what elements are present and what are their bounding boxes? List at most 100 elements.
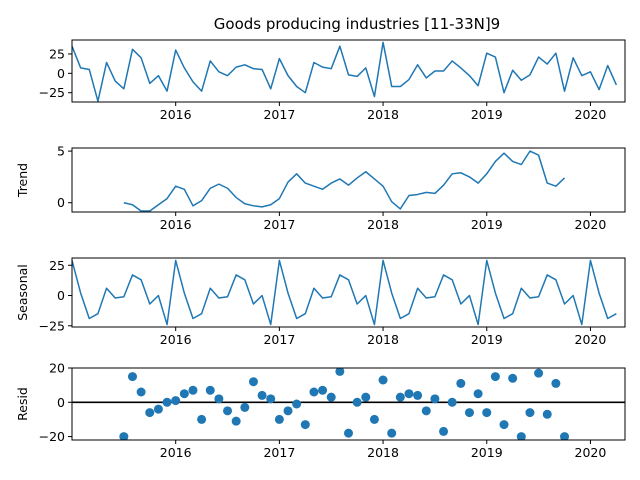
resid-point <box>352 397 362 407</box>
resid-point <box>274 414 284 424</box>
resid-point <box>266 394 276 404</box>
x-tick-label: 2019 <box>471 445 503 460</box>
resid-point <box>421 406 431 416</box>
x-tick-label: 2020 <box>575 107 607 122</box>
resid-point <box>490 372 500 382</box>
x-tick-label: 2018 <box>367 445 399 460</box>
y-tick-label: 0 <box>57 288 65 303</box>
resid-point <box>482 408 492 418</box>
y-tick-label: 25 <box>49 46 65 61</box>
plot-area <box>72 259 617 326</box>
resid-point <box>542 409 552 419</box>
resid-point <box>153 404 163 414</box>
resid-point <box>162 397 172 407</box>
resid-point <box>292 399 302 409</box>
resid-point <box>430 394 440 404</box>
resid-point <box>127 372 137 382</box>
axes-frame <box>71 39 626 103</box>
series-line <box>72 259 617 326</box>
resid-point <box>525 408 535 418</box>
resid-point <box>456 378 466 388</box>
resid-point <box>344 428 353 438</box>
resid-point <box>309 387 319 397</box>
axes-frame <box>71 367 626 441</box>
resid-point <box>499 420 509 430</box>
axes-frame <box>71 147 626 213</box>
resid-point <box>413 390 423 400</box>
resid-point <box>214 394 224 404</box>
y-tick-label: 5 <box>57 144 65 159</box>
x-tick-label: 2016 <box>160 445 192 460</box>
x-tick-label: 2017 <box>263 107 295 122</box>
y-axis-label: Trend <box>15 163 30 198</box>
x-tick-label: 2017 <box>263 217 295 232</box>
panel-observed: 2016 2017 2018 2019 2020 25 0 −25 <box>39 39 626 122</box>
resid-point <box>404 389 414 399</box>
y-axis-label: Seasonal <box>15 264 30 321</box>
resid-point <box>197 414 207 424</box>
resid-point <box>248 377 258 387</box>
x-tick-label: 2020 <box>575 332 607 347</box>
resid-point <box>205 385 215 395</box>
y-tick-label: 0 <box>57 66 65 81</box>
plot-area <box>72 41 618 102</box>
x-tick-label: 2019 <box>471 107 503 122</box>
x-tick-label: 2020 <box>575 445 607 460</box>
y-axis-label: Resid <box>15 387 30 421</box>
panel-seasonal: 2016 2017 2018 2019 2020 25 0 −25 Seasonal <box>15 257 626 347</box>
y-tick-label: 0 <box>57 195 65 210</box>
resid-point <box>223 406 233 416</box>
resid-point <box>508 373 518 383</box>
resid-point <box>283 406 293 416</box>
y-tick-label: 20 <box>49 361 65 376</box>
resid-point <box>179 389 189 399</box>
x-tick-label: 2018 <box>367 332 399 347</box>
series-line <box>123 150 566 212</box>
y-tick-label: −25 <box>39 318 65 333</box>
resid-point <box>335 368 345 376</box>
x-tick-label: 2019 <box>471 217 503 232</box>
y-tick-label: 25 <box>49 258 65 273</box>
resid-point <box>257 390 267 400</box>
resid-point <box>188 385 198 395</box>
resid-point <box>534 368 544 378</box>
resid-point <box>231 416 241 426</box>
x-tick-label: 2018 <box>367 107 399 122</box>
y-tick-label: 0 <box>57 395 65 410</box>
resid-point <box>378 375 388 385</box>
chart-title: Goods producing industries [11-33N]9 <box>214 15 500 33</box>
resid-point <box>119 432 129 440</box>
x-tick-label: 2020 <box>575 217 607 232</box>
resid-point <box>240 402 250 412</box>
axes-frame <box>71 257 626 328</box>
x-tick-label: 2017 <box>263 332 295 347</box>
plot-area <box>123 150 566 212</box>
resid-point <box>136 387 146 397</box>
x-tick-label: 2016 <box>160 217 192 232</box>
y-tick-label: −25 <box>39 85 65 100</box>
x-tick-label: 2016 <box>160 332 192 347</box>
resid-point <box>516 432 526 440</box>
resid-point <box>447 397 457 407</box>
resid-point <box>369 414 379 424</box>
resid-point <box>171 396 181 406</box>
resid-point <box>560 432 570 440</box>
y-tick-label: −20 <box>39 429 65 444</box>
resid-point <box>361 392 371 402</box>
resid-point <box>326 392 336 402</box>
resid-point <box>387 428 397 438</box>
x-tick-label: 2016 <box>160 107 192 122</box>
x-tick-label: 2019 <box>471 332 503 347</box>
resid-point <box>395 392 405 402</box>
resid-point <box>318 385 328 395</box>
x-tick-label: 2018 <box>367 217 399 232</box>
panel-trend: 2016 2017 2018 2019 2020 5 0 Trend <box>15 144 626 232</box>
resid-point <box>439 426 449 436</box>
resid-point <box>145 408 155 418</box>
x-tick-label: 2017 <box>263 445 295 460</box>
plot-area <box>72 368 625 440</box>
resid-point <box>473 389 483 399</box>
series-line <box>72 41 618 102</box>
